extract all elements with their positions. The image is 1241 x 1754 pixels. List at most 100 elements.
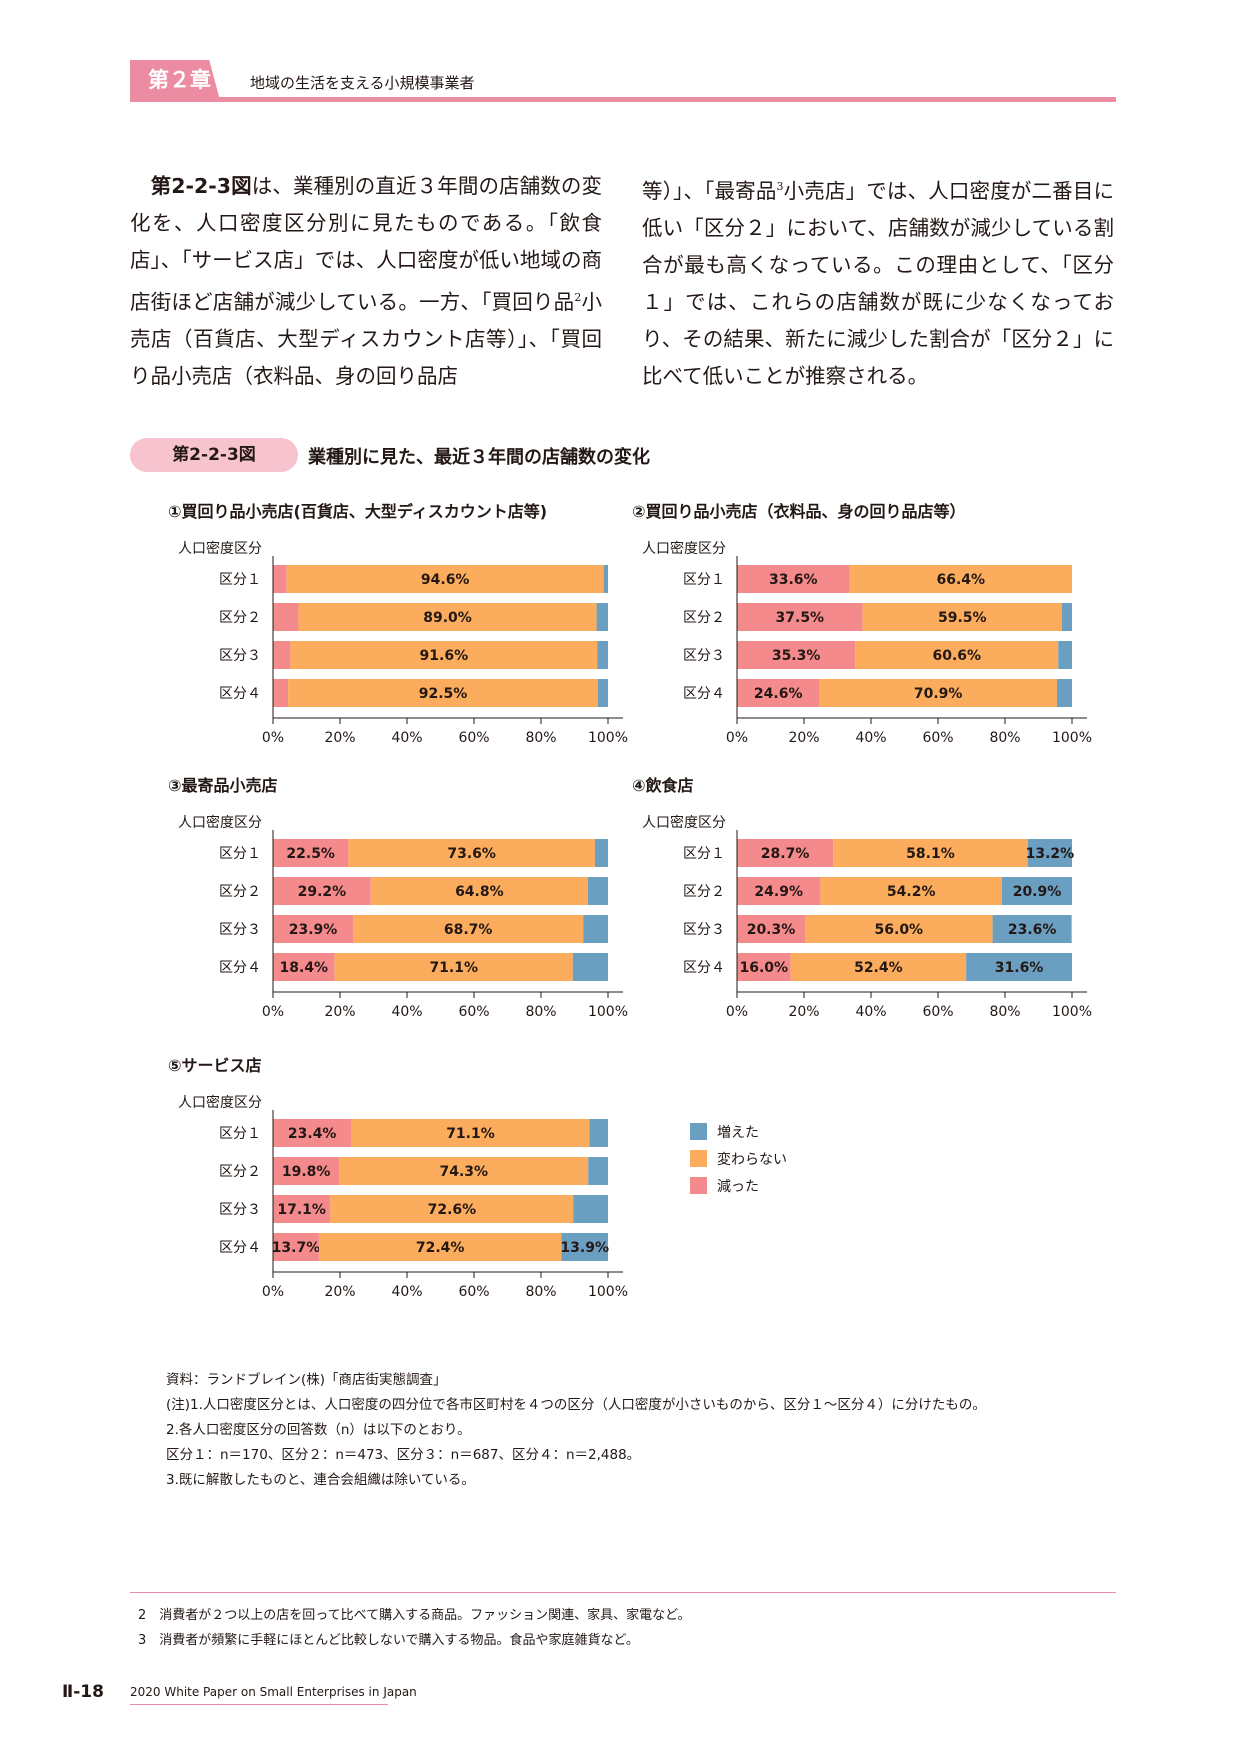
chart-3: ③最寄品小売店 人口密度区分 区分１ 22.5% 73.6% 区分２ 29.2% 64.8% 区… (168, 772, 628, 1020)
data-label: 68.7% (444, 922, 493, 938)
figure-notes: 資料：ランドブレイン(株)「商店街実態調査」 (注)1.人口密度区分とは、人口密… (166, 1368, 986, 1493)
data-label: 18.4% (280, 960, 329, 976)
bar-decreased (273, 1157, 340, 1185)
bar-decreased (273, 877, 371, 905)
data-label: 91.6% (420, 648, 469, 664)
x-tick-label: 0% (262, 730, 284, 746)
legend-swatch-decreased (690, 1177, 707, 1194)
header-rule (130, 97, 1116, 102)
x-tick-label: 40% (391, 1284, 422, 1300)
x-tick-label: 0% (726, 1004, 748, 1020)
category-label: 区分２ (219, 1164, 261, 1180)
bar-increased (589, 1119, 608, 1147)
bar-unchanged (286, 565, 604, 593)
bar-decreased (737, 877, 821, 905)
x-tick-label: 20% (324, 730, 355, 746)
chart-title: ①買回り品小売店(百貨店、大型ディスカウント店等) (168, 502, 548, 521)
legend-item-unchanged: 変わらない (690, 1145, 787, 1172)
legend-swatch-unchanged (690, 1150, 707, 1167)
x-tick-label: 0% (726, 730, 748, 746)
chart-legend: 増えた 変わらない 減った (690, 1118, 787, 1199)
bar-unchanged (820, 877, 1002, 905)
legend-swatch-increased (690, 1123, 707, 1140)
figure-badge: 第2-2-3図 (130, 438, 298, 472)
bar-decreased (737, 641, 856, 669)
note-1: (注)1.人口密度区分とは、人口密度の四分位で各市区町村を４つの区分（人口密度が… (166, 1397, 986, 1413)
category-label: 区分１ (219, 1126, 261, 1142)
category-label: 区分２ (219, 884, 261, 900)
footnote-3: 3 消費者が頻繁に手軽にほとんど比較しないで購入する物品。食品や家庭雑貨など。 (138, 1633, 639, 1648)
data-label: 35.3% (772, 648, 821, 664)
data-label: 74.3% (439, 1164, 488, 1180)
x-tick-label: 100% (1052, 730, 1092, 746)
bar-decreased (737, 565, 850, 593)
bar-decreased (273, 1233, 319, 1261)
category-label: 区分３ (683, 648, 725, 664)
chart-axis-title: 人口密度区分 (642, 541, 726, 557)
x-tick-label: 60% (922, 730, 953, 746)
bar-unchanged (351, 1119, 590, 1147)
data-label: 56.0% (875, 922, 924, 938)
chart-4: ④飲食店 人口密度区分 区分１ 28.7% 58.1% 13.2% 区分２ 24.9% 54.2… (632, 772, 1092, 1020)
x-tick-label: 20% (324, 1004, 355, 1020)
x-tick-label: 60% (458, 1004, 489, 1020)
category-label: 区分４ (683, 686, 725, 702)
data-label: 23.9% (289, 922, 338, 938)
x-tick-label: 40% (391, 730, 422, 746)
chart-axis-title: 人口密度区分 (178, 1095, 262, 1111)
data-label: 64.8% (455, 884, 504, 900)
bar-increased (573, 1195, 608, 1223)
bar-unchanged (318, 1233, 562, 1261)
chart-2: ②買回り品小売店（衣料品、身の回り品店等） 人口密度区分 区分１ 33.6% 66.4%… (632, 498, 1092, 746)
bar-increased (561, 1233, 608, 1261)
body-text-left-2: 小売店（百貨店、大型ディスカウント店等）」、「買回り品小売店（衣料品、身の回り品… (130, 289, 603, 388)
data-label: 22.5% (286, 846, 335, 862)
chart-axis-title: 人口密度区分 (642, 815, 726, 831)
bar-increased (588, 1157, 608, 1185)
x-tick-label: 0% (262, 1284, 284, 1300)
bar-unchanged (330, 1195, 574, 1223)
chart-plot: 区分１ 33.6% 66.4% 区分２ 37.5% 59.5% 区分３ 35.3% 60.6% 区… (683, 556, 1092, 746)
x-tick-label: 100% (1052, 1004, 1092, 1020)
body-text-right-1: 等）」、「最寄品 (642, 178, 777, 203)
data-label: 37.5% (776, 610, 825, 626)
data-label: 60.6% (932, 648, 981, 664)
x-tick-label: 20% (788, 730, 819, 746)
x-tick-label: 100% (588, 1004, 628, 1020)
data-label: 70.9% (914, 686, 963, 702)
body-text-right-2: 小売店」では、人口密度が二番目に低い「区分２」において、店舗数が減少している割合… (642, 178, 1114, 388)
data-label: 28.7% (761, 846, 810, 862)
bar-unchanged (855, 641, 1059, 669)
bar-increased (1001, 877, 1072, 905)
x-tick-label: 0% (262, 1004, 284, 1020)
legend-item-increased: 増えた (690, 1118, 787, 1145)
category-label: 区分４ (683, 960, 725, 976)
data-label: 52.4% (854, 960, 903, 976)
body-text-left: 第2-2-3図は、業種別の直近３年間の店舗数の変化を、人口密度区分別に見たもので… (130, 168, 602, 395)
chapter-tab: 第２章 (130, 60, 220, 100)
bar-decreased (273, 953, 335, 981)
data-label: 94.6% (421, 572, 470, 588)
chart-plot: 区分１ 94.6% 区分２ 89.0% 区分３ 91.6% 区分４ 92.5% 0% 20% 40%… (219, 556, 628, 746)
category-label: 区分３ (219, 648, 261, 664)
page-number: Ⅱ-18 (62, 1682, 104, 1702)
data-label: 66.4% (936, 572, 985, 588)
data-label: 33.6% (769, 572, 818, 588)
category-label: 区分２ (683, 610, 725, 626)
chart-title: ④飲食店 (632, 776, 694, 795)
bar-decreased (273, 1119, 352, 1147)
category-label: 区分４ (219, 1240, 261, 1256)
bar-decreased (273, 679, 289, 707)
x-tick-label: 100% (588, 730, 628, 746)
data-label: 24.9% (754, 884, 803, 900)
data-label: 71.1% (429, 960, 478, 976)
bar-unchanged (288, 679, 598, 707)
chart-1: ①買回り品小売店(百貨店、大型ディスカウント店等) 人口密度区分 区分１ 94.6% 区… (168, 498, 628, 746)
data-label: 59.5% (938, 610, 987, 626)
x-tick-label: 60% (458, 1284, 489, 1300)
x-tick-label: 80% (525, 730, 556, 746)
chart-plot: 区分１ 23.4% 71.1% 区分２ 19.8% 74.3% 区分３ 17.1% 72.6% 区… (219, 1110, 628, 1300)
category-label: 区分３ (219, 922, 261, 938)
bar-decreased (273, 915, 354, 943)
bar-decreased (273, 565, 287, 593)
